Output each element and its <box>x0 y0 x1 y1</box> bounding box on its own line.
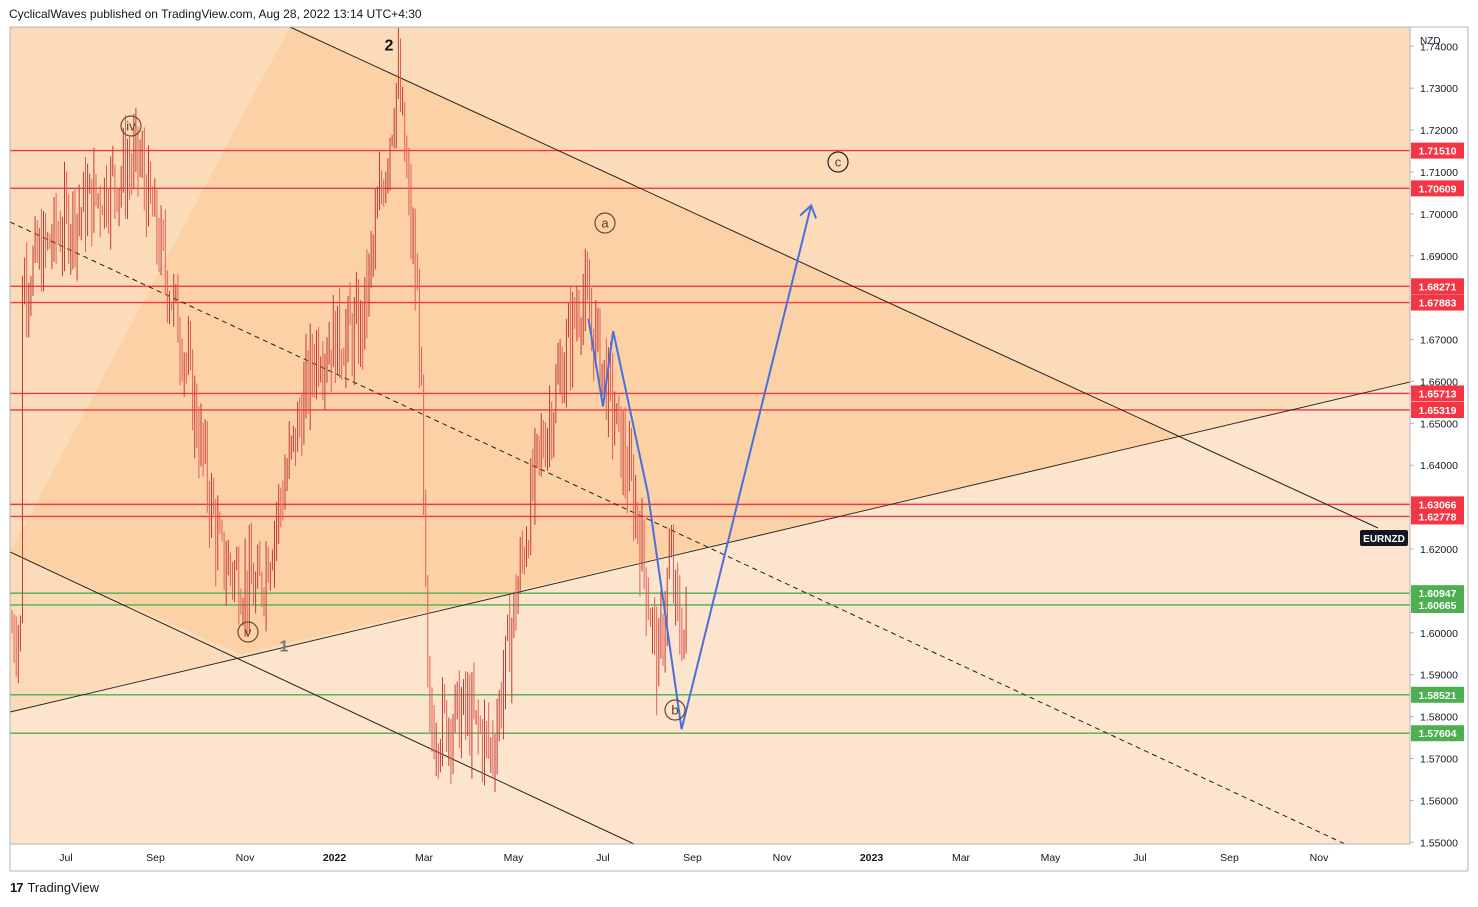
level-price-label: 1.68271 <box>1419 281 1457 293</box>
price-tick-label: 1.55000 <box>1420 837 1458 849</box>
price-tick-label: 1.62000 <box>1420 544 1458 556</box>
price-tick-label: 1.71000 <box>1420 167 1458 179</box>
level-price-tag <box>1411 508 1464 525</box>
upper-trendline[interactable] <box>289 27 1379 529</box>
level-price-tag <box>1411 180 1464 197</box>
tradingview-logo-icon: 17 <box>10 880 24 895</box>
time-tick-label: Jul <box>59 852 72 864</box>
wave-label-circle <box>237 621 259 643</box>
wave-label: a <box>601 216 609 231</box>
projection-path[interactable] <box>587 205 813 730</box>
level-price-tag <box>1411 725 1464 742</box>
price-tick-label: 1.60000 <box>1420 628 1458 640</box>
price-tick-label: 1.74000 <box>1420 41 1458 53</box>
level-price-tag <box>1411 278 1464 295</box>
level-price-label: 1.71510 <box>1419 146 1457 158</box>
dashed-midline[interactable] <box>10 221 1346 844</box>
level-price-tag <box>1411 142 1464 159</box>
level-price-tag <box>1411 385 1464 402</box>
price-tick-label: 1.58000 <box>1420 712 1458 724</box>
time-tick-label: May <box>504 852 525 864</box>
time-tick-label: 2022 <box>323 852 347 864</box>
price-tick-label: 1.59000 <box>1420 670 1458 682</box>
level-price-label: 1.70609 <box>1419 183 1457 195</box>
level-price-label: 1.63066 <box>1419 499 1457 511</box>
price-tick-label: 1.66000 <box>1420 376 1458 388</box>
level-price-tag <box>1411 294 1464 311</box>
time-tick-label: Jul <box>1133 852 1146 864</box>
wave-label: v <box>245 625 252 640</box>
price-tick-label: 1.64000 <box>1420 460 1458 472</box>
wave-label: iv <box>126 119 136 134</box>
level-price-tag <box>1411 596 1464 613</box>
lower-trendline[interactable] <box>10 551 635 844</box>
price-tick-label: 1.67000 <box>1420 335 1458 347</box>
currency-label: NZD <box>1420 36 1441 47</box>
time-tick-label: Sep <box>1220 852 1239 864</box>
level-price-label: 1.60665 <box>1419 600 1457 612</box>
time-tick-label: Jul <box>596 852 609 864</box>
level-price-tag <box>1411 686 1464 703</box>
wave-label: 1 <box>280 639 289 656</box>
tradingview-footer[interactable]: 17 TradingView <box>10 880 99 895</box>
time-tick-label: Sep <box>683 852 702 864</box>
publish-info: CyclicalWaves published on TradingView.c… <box>9 7 422 21</box>
wave-label-circle <box>120 115 142 137</box>
price-tick-label: 1.73000 <box>1420 83 1458 95</box>
level-price-tag <box>1411 496 1464 513</box>
time-tick-label: Nov <box>773 852 792 864</box>
level-price-label: 1.65319 <box>1419 405 1457 417</box>
time-tick-label: Nov <box>236 852 255 864</box>
price-tick-label: 1.69000 <box>1420 251 1458 263</box>
projection-arrowhead-icon <box>799 203 818 219</box>
symbol-badge <box>1360 530 1408 546</box>
level-price-label: 1.65713 <box>1419 388 1457 400</box>
brand-name: TradingView <box>27 880 100 895</box>
time-tick-label: Mar <box>415 852 434 864</box>
level-price-label: 1.57604 <box>1419 728 1457 740</box>
wave-label: 2 <box>385 38 394 55</box>
wave-label-circle <box>664 699 686 721</box>
time-tick-label: Nov <box>1310 852 1329 864</box>
time-tick-label: Sep <box>146 852 165 864</box>
level-price-label: 1.67883 <box>1419 298 1457 310</box>
price-axis-background <box>1410 27 1468 844</box>
price-tick-label: 1.56000 <box>1420 795 1458 807</box>
wave-label: b <box>671 703 678 718</box>
price-tick-label: 1.70000 <box>1420 209 1458 221</box>
time-tick-label: 2023 <box>860 852 884 864</box>
channel-fill <box>10 27 1375 654</box>
price-tick-label: 1.72000 <box>1420 125 1458 137</box>
level-price-label: 1.62778 <box>1419 511 1457 523</box>
time-axis-background <box>10 844 1410 871</box>
time-tick-label: Mar <box>952 852 971 864</box>
time-axis[interactable]: Jul Sep Nov 2022 Mar May Jul Sep Nov 2023 Mar May Ju… <box>9 26 1469 872</box>
price-tick-label: 1.57000 <box>1420 754 1458 766</box>
rising-trendline[interactable] <box>10 381 1410 713</box>
symbol-badge-label: EURNZD <box>1363 534 1405 545</box>
level-price-tag <box>1411 401 1464 418</box>
time-tick-label: May <box>1041 852 1062 864</box>
level-price-label: 1.58521 <box>1419 690 1457 702</box>
wave-label-circle <box>594 212 616 234</box>
price-tick-label: 1.65000 <box>1420 418 1458 430</box>
wave-label: c <box>835 155 842 170</box>
wave-label-circle <box>827 151 849 173</box>
